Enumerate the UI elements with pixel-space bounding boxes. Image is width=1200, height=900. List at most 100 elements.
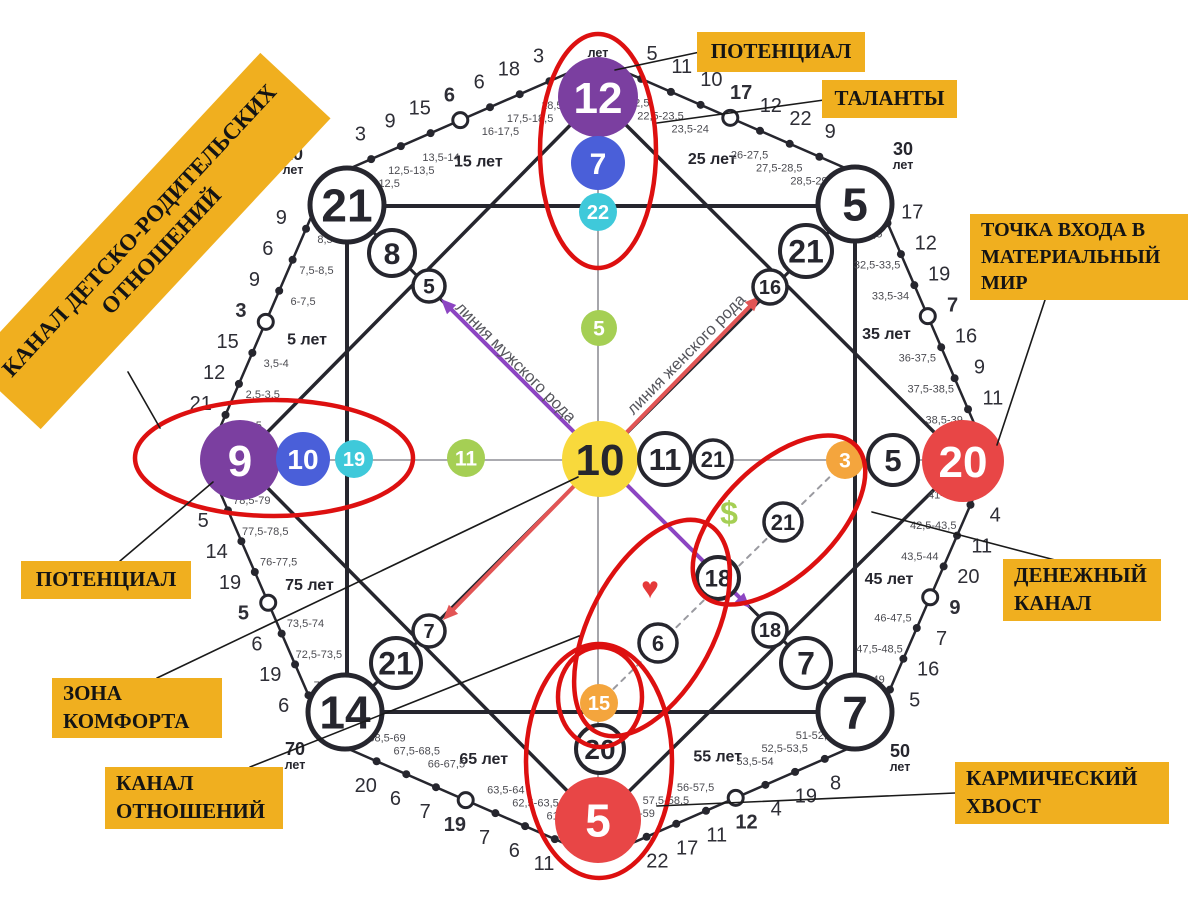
number-circle: 5 — [555, 777, 641, 863]
edge-number: 12 — [735, 812, 757, 834]
heart-icon: ♥ — [641, 572, 659, 605]
edge-number: 9 — [385, 110, 396, 132]
circle-number: 20 — [939, 438, 988, 487]
number-circle: 10 — [276, 432, 330, 486]
edge-number: 20 — [355, 775, 377, 797]
edge-number: 22 — [789, 108, 811, 130]
age-range-label: 7,5-8,5 — [299, 265, 333, 277]
age-range-label: 43,5-44 — [901, 551, 938, 563]
circle-shape — [562, 421, 638, 497]
age-dot-marker — [521, 822, 530, 831]
circle-shape — [751, 268, 789, 306]
potential-top-pointer — [614, 51, 701, 71]
corner-age-unit: лет — [588, 46, 609, 60]
edge-number: 9 — [249, 269, 260, 291]
edge-number: 6 — [251, 633, 262, 655]
age-dot-marker — [402, 770, 411, 779]
number-circle: 9 — [200, 420, 280, 500]
karmic-tail-pointer — [656, 792, 956, 807]
age-dot-marker — [302, 224, 311, 233]
circle-shape — [200, 420, 280, 500]
number-circle: 16 — [751, 268, 789, 306]
edge-number: 20 — [957, 566, 979, 588]
circle-shape — [555, 777, 641, 863]
circle-number: 8 — [384, 238, 401, 271]
age-dot-marker — [275, 286, 284, 295]
potential-top-ellipse — [537, 31, 659, 271]
circle-number: 22 — [587, 202, 609, 224]
age-dot-marker — [291, 660, 300, 669]
edge-number: 15 — [216, 331, 238, 353]
age-dot-marker — [702, 806, 710, 815]
circle-shape — [866, 433, 920, 487]
circle-shape — [447, 439, 485, 477]
number-circle: 11 — [447, 439, 485, 477]
number-circle: 21 — [692, 438, 734, 480]
number-circle: 7 — [571, 136, 625, 190]
circle-shape — [276, 432, 330, 486]
age-dot-marker — [756, 126, 764, 135]
age-dot-marker — [896, 250, 905, 259]
edge-number: 10 — [700, 69, 722, 91]
circle-number: 6 — [652, 631, 664, 656]
age-range-label: 32,5-33,5 — [854, 259, 900, 271]
edge-number: 9 — [825, 121, 836, 143]
talents-pointer — [656, 99, 825, 124]
relationship-channel-pointer — [249, 635, 580, 768]
corner-age-unit: лет — [285, 758, 306, 772]
age-dot-marker — [820, 754, 829, 763]
age-dot-marker — [221, 410, 230, 419]
age-dot-marker — [899, 654, 908, 663]
edge-number: 12 — [203, 362, 225, 384]
edge-number: 6 — [262, 238, 273, 260]
age-dot-marker — [432, 783, 440, 792]
edge-number: 19 — [928, 263, 950, 285]
age-milestone-marker — [259, 593, 278, 612]
age-dot-marker — [910, 281, 919, 290]
circle-number: 9 — [228, 437, 252, 486]
circle-number: 10 — [576, 436, 625, 485]
age-range-label: 66-67,5 — [428, 758, 465, 770]
number-circle: 21 — [307, 165, 387, 245]
edge-number: 11 — [671, 56, 692, 78]
edge-number: 8 — [830, 773, 841, 795]
edge-number: 17 — [676, 838, 698, 860]
entry-point-material-world-pointer — [996, 299, 1046, 446]
number-circle: 5 — [581, 310, 617, 346]
edge-number: 7 — [479, 827, 490, 849]
arrowhead — [443, 604, 459, 620]
edge-number: 22 — [646, 851, 668, 873]
number-circle: 5 — [866, 433, 920, 487]
dollar-icon: $ — [720, 495, 738, 531]
number-circle: 5 — [815, 164, 895, 244]
age-range-label: 77,5-78,5 — [242, 526, 288, 538]
age-range-label: 72,5-73,5 — [296, 649, 342, 661]
age-range-label: 12,5-13,5 — [388, 165, 434, 177]
edge-number: 11 — [706, 825, 727, 847]
circle-number: 21 — [378, 646, 414, 682]
age-range-label: 33,5-34 — [872, 290, 909, 302]
number-circle: 10 — [562, 421, 638, 497]
circle-number: 7 — [590, 148, 607, 181]
circle-shape — [369, 636, 423, 690]
circle-shape — [692, 438, 734, 480]
circle-number: 7 — [797, 646, 815, 682]
age-milestone-marker — [726, 788, 745, 807]
edge-number: 5 — [238, 603, 249, 625]
age-range-label: 67,5-68,5 — [393, 745, 439, 757]
age-range-label: 46-47,5 — [874, 613, 911, 625]
edge-number: 11 — [982, 388, 1003, 410]
edge-number: 19 — [795, 786, 817, 808]
circle-number: 7 — [423, 621, 434, 643]
number-circle: 8 — [367, 228, 417, 278]
age-dot-marker — [550, 835, 559, 844]
circle-number: 15 — [588, 693, 610, 715]
circle-number: 5 — [585, 795, 611, 847]
edge-number: 19 — [259, 664, 281, 686]
age-dot-marker — [815, 152, 824, 161]
age-dot-marker — [250, 568, 259, 576]
edge-number: 14 — [206, 541, 228, 563]
number-circle: 14 — [305, 672, 385, 752]
